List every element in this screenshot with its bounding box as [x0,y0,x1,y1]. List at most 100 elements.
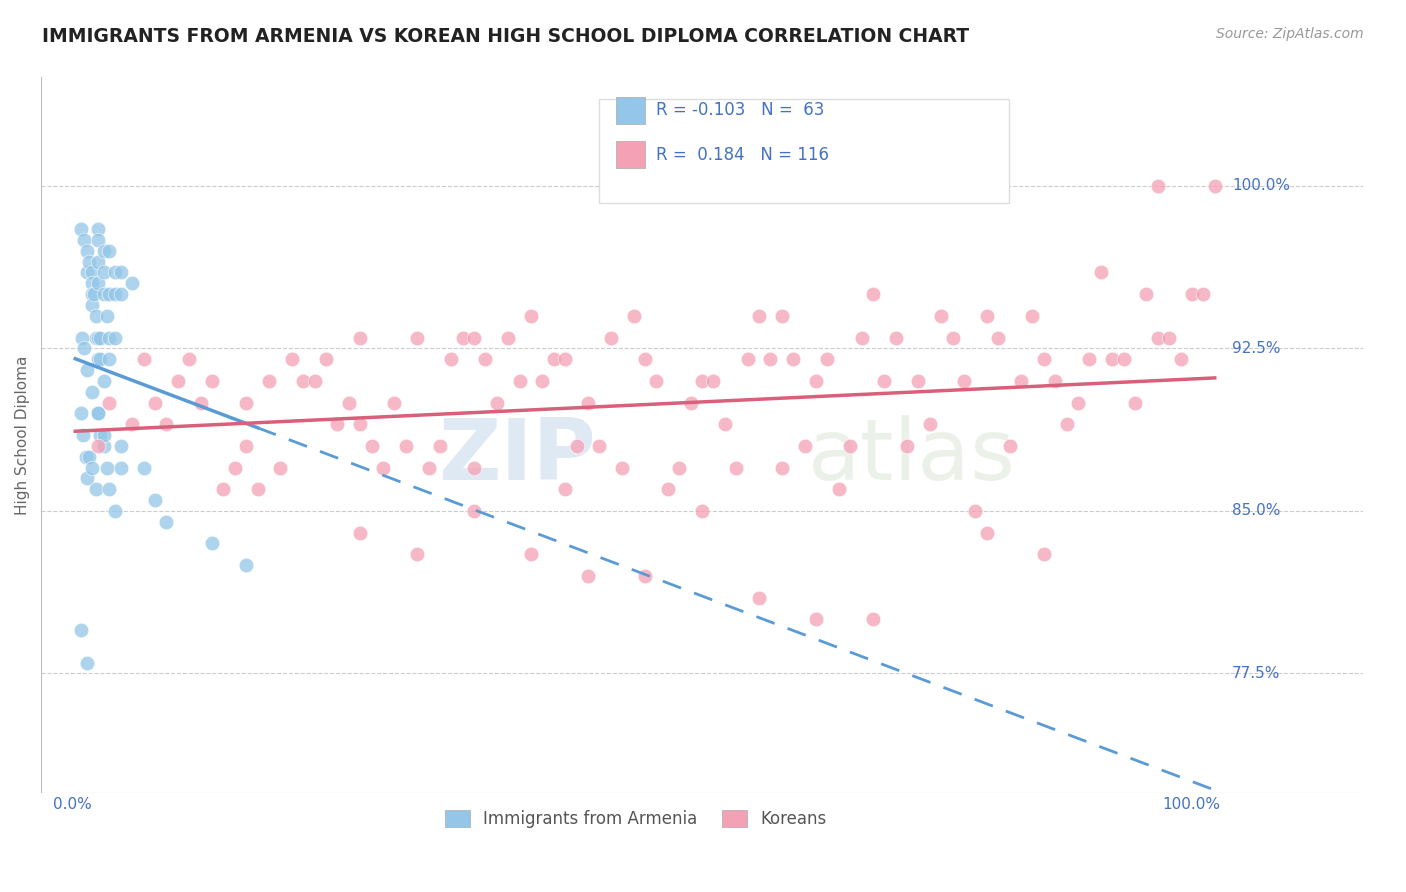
Point [235,439,257,453]
Point [70,406,93,420]
Point [645,374,668,388]
Point [155,515,177,529]
Point [235,395,257,409]
Point [748,591,770,605]
Point [190,395,212,409]
Point [82,384,104,399]
Point [599,330,621,344]
Point [1123,395,1146,409]
Point [965,504,987,518]
Point [110,460,132,475]
Point [96,460,118,475]
Point [304,374,326,388]
Point [73,342,96,356]
Point [804,612,827,626]
Point [82,277,104,291]
Point [179,352,201,367]
Point [554,352,576,367]
Point [815,352,838,367]
Point [201,536,224,550]
Point [132,352,155,367]
Point [110,265,132,279]
Point [953,374,976,388]
Point [87,330,110,344]
Point [1146,178,1168,193]
Point [509,374,531,388]
Point [1032,352,1054,367]
Point [657,482,679,496]
Point [371,460,394,475]
Point [155,417,177,432]
Point [896,439,918,453]
Text: 77.5%: 77.5% [1232,666,1281,681]
Text: R =  0.184   N = 116: R = 0.184 N = 116 [655,145,828,164]
Point [451,330,474,344]
Point [246,482,269,496]
Point [576,569,599,583]
Point [1010,374,1032,388]
Text: 0.0%: 0.0% [52,797,91,812]
Point [1181,287,1204,301]
Point [70,623,93,637]
Point [1135,287,1157,301]
Point [1170,352,1192,367]
Point [702,374,724,388]
Point [87,233,110,247]
Point [89,428,111,442]
Point [98,352,121,367]
Bar [616,141,645,169]
Point [89,330,111,344]
Point [612,460,634,475]
Point [406,547,429,561]
Bar [616,96,645,124]
Point [257,374,280,388]
Point [84,330,107,344]
Point [98,244,121,258]
Point [1067,395,1090,409]
Point [76,265,98,279]
Point [759,352,782,367]
Point [862,287,884,301]
Text: R = -0.103   N =  63: R = -0.103 N = 63 [655,102,824,120]
Point [87,352,110,367]
Point [1204,178,1226,193]
Point [143,395,166,409]
Text: Source: ZipAtlas.com: Source: ZipAtlas.com [1216,27,1364,41]
Point [96,309,118,323]
Point [292,374,315,388]
Point [463,504,485,518]
Point [770,460,793,475]
Point [485,395,508,409]
Point [83,287,105,301]
Text: 92.5%: 92.5% [1232,341,1281,356]
Point [87,439,110,453]
Point [93,265,115,279]
Point [110,439,132,453]
Point [93,428,115,442]
Point [360,439,382,453]
Point [679,395,702,409]
FancyBboxPatch shape [599,99,1008,202]
Point [998,439,1021,453]
Point [132,460,155,475]
Point [73,233,96,247]
Point [1192,287,1215,301]
Point [976,525,998,540]
Point [395,439,418,453]
Y-axis label: High School Diploma: High School Diploma [15,355,30,515]
Point [89,352,111,367]
Point [713,417,735,432]
Point [82,460,104,475]
Point [326,417,349,432]
Point [851,330,873,344]
Point [72,428,94,442]
Point [87,406,110,420]
Point [143,493,166,508]
Point [782,352,804,367]
Point [976,309,998,323]
Point [121,417,143,432]
Point [1112,352,1135,367]
Point [418,460,440,475]
Point [634,569,657,583]
Point [634,352,657,367]
